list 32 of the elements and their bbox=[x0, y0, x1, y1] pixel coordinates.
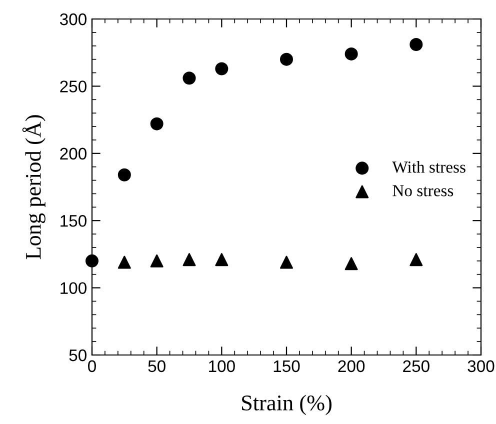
x-tick-label: 200 bbox=[338, 360, 365, 372]
point bbox=[182, 253, 196, 266]
point bbox=[118, 256, 131, 269]
point bbox=[85, 254, 99, 268]
point bbox=[410, 253, 423, 266]
point bbox=[344, 47, 358, 60]
legend-label: With stress bbox=[392, 161, 466, 173]
point bbox=[215, 62, 228, 76]
x-axis-title: Strain (%) bbox=[242, 394, 332, 415]
y-tick-label: 300 bbox=[60, 13, 86, 26]
y-tick-label: 250 bbox=[60, 80, 86, 92]
point bbox=[150, 254, 164, 268]
x-tick-label: 250 bbox=[403, 360, 430, 372]
point bbox=[280, 256, 294, 269]
point bbox=[150, 117, 164, 130]
x-tick-label: 50 bbox=[148, 360, 166, 372]
x-tick-label: 0 bbox=[88, 360, 96, 372]
point bbox=[410, 38, 423, 52]
y-tick-label: 50 bbox=[69, 349, 86, 362]
y-tick-label: 150 bbox=[60, 215, 86, 227]
point bbox=[280, 52, 294, 66]
y-tick-label: 200 bbox=[60, 148, 86, 160]
point bbox=[344, 257, 358, 270]
point bbox=[182, 72, 196, 85]
legend-label: No stress bbox=[392, 185, 454, 196]
x-tick-label: 100 bbox=[209, 360, 235, 372]
y-tick-label: 100 bbox=[60, 282, 86, 294]
x-tick-label: 300 bbox=[468, 360, 494, 372]
point bbox=[215, 253, 228, 266]
x-tick-label: 150 bbox=[274, 360, 300, 372]
point bbox=[118, 168, 131, 182]
y-axis-title: Long period (Å) bbox=[22, 115, 46, 260]
